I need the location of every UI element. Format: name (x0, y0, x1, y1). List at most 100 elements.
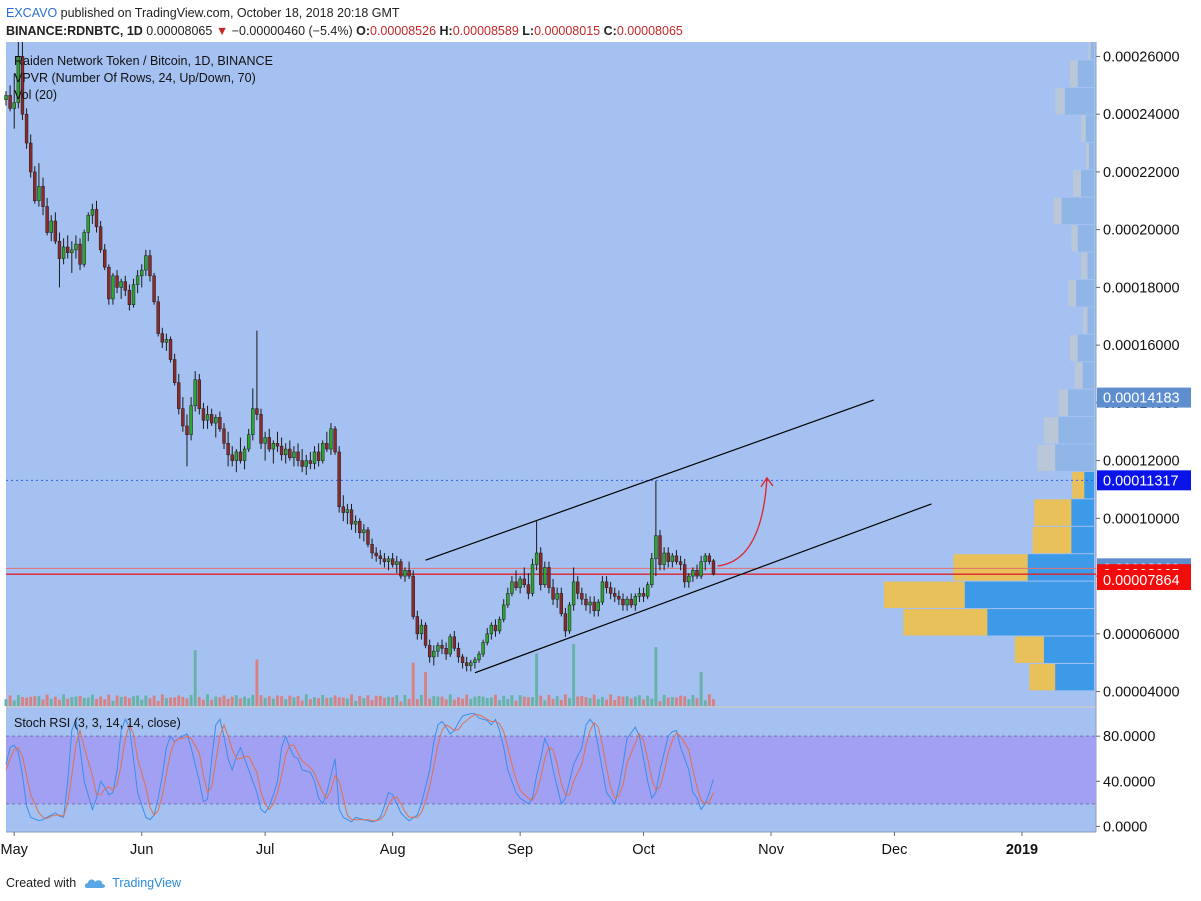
volume-bar (255, 659, 259, 706)
candle-body (448, 636, 452, 655)
candle-body (57, 240, 62, 259)
candle-body (506, 593, 510, 606)
volume-bar (642, 699, 645, 706)
candle-body (481, 642, 485, 655)
candle-body (580, 593, 584, 600)
published-line: EXCAVO published on TradingView.com, Oct… (6, 4, 683, 22)
candle-body (645, 584, 650, 597)
candle-body (222, 428, 226, 444)
candle-body (633, 596, 638, 606)
vpvr-row-up (1037, 444, 1056, 471)
volume-bar (576, 696, 580, 706)
candle-body (703, 555, 707, 562)
volume-bar (633, 696, 637, 706)
candle-body (522, 578, 526, 585)
volume-bar (366, 695, 370, 706)
volume-bar (448, 694, 452, 706)
candle-body (103, 249, 107, 268)
vpvr-row-up (1085, 142, 1090, 170)
volume-bar (424, 671, 427, 706)
candle-body (127, 290, 132, 305)
volume-bar (123, 696, 127, 706)
volume-bar (140, 699, 144, 706)
vpvr-row-down (1076, 279, 1094, 307)
candle-body (534, 552, 539, 565)
price-tick-label: 0.00018000 (1103, 280, 1180, 296)
volume-bar (461, 698, 465, 706)
volume-bar (173, 697, 177, 706)
drawings[interactable] (425, 399, 932, 674)
volume-bar (600, 696, 604, 706)
candle-body (687, 575, 691, 583)
volume-bar (78, 695, 82, 706)
tradingview-cloud-icon (85, 879, 106, 888)
tradingview-link[interactable]: TradingView (112, 876, 181, 890)
price-chart[interactable]: 0.000040000.000060000.000080000.00010000… (0, 42, 1201, 866)
vpvr-row-down (1085, 115, 1094, 142)
candle-body (349, 509, 354, 525)
volume-bar (189, 694, 193, 706)
candle-body (530, 564, 535, 594)
candle-body (427, 645, 432, 658)
time-tick-label: Aug (380, 842, 406, 858)
time-tick-label: 2019 (1006, 842, 1038, 858)
legend-vpvr: VPVR (Number Of Rows, 24, Up/Down, 70) (14, 71, 256, 85)
vpvr-row-down (1084, 471, 1094, 499)
price-axis[interactable]: 0.000040000.000060000.000080000.00010000… (1096, 49, 1180, 701)
volume-bar (333, 695, 337, 706)
author-name[interactable]: EXCAVO (6, 6, 58, 20)
time-tick-label: May (1, 842, 29, 858)
candle-body (547, 567, 551, 588)
footer: Created with TradingView (6, 876, 181, 890)
candle-body (275, 443, 280, 447)
volume-bar (457, 697, 460, 706)
legend-vol: Vol (20) (14, 88, 57, 102)
low-label: L: (522, 24, 535, 38)
candle-body (70, 249, 74, 253)
volume-bar (514, 700, 518, 706)
candle-body (711, 560, 716, 575)
legend-title: Raiden Network Token / Bitcoin, 1D, BINA… (14, 54, 273, 68)
volume-bar (588, 698, 592, 706)
published-text: published on TradingView.com, October 18… (60, 6, 400, 20)
candle-body (333, 428, 337, 453)
candle-body (460, 656, 465, 663)
candle-body (78, 243, 82, 265)
symbol-line: BINANCE:RDNBTC, 1D (6, 24, 143, 38)
candle-body (123, 281, 127, 291)
volume-bar (526, 697, 530, 706)
price-label-text: 0.00011317 (1103, 473, 1179, 489)
candle-body (411, 575, 415, 617)
volume-bar (152, 695, 156, 706)
volume-bar (193, 650, 197, 706)
volume-bar (617, 696, 621, 706)
volume-bar (16, 694, 20, 706)
candle-body (66, 246, 70, 253)
vpvr-row-up (1073, 170, 1082, 197)
volume-bar (506, 698, 510, 706)
candle-body (526, 584, 531, 594)
volume-bar (210, 699, 214, 706)
volume-bar (350, 694, 353, 706)
volume-bar (382, 697, 386, 706)
time-tick-label: Sep (507, 842, 533, 858)
volume-bar (411, 662, 415, 706)
vpvr-row-down (1071, 499, 1094, 526)
candle-body (111, 275, 115, 300)
candles (4, 42, 716, 672)
volume-bar (288, 695, 292, 706)
vpvr-row-up (1069, 60, 1078, 87)
vpvr-row-down (1077, 334, 1094, 362)
volume-bar (695, 698, 699, 706)
volume-bar (53, 696, 57, 706)
candle-body (432, 650, 436, 658)
time-tick-label: Oct (632, 842, 655, 858)
volume-bar (646, 695, 650, 706)
time-axis[interactable]: May Jun Jul Aug Sep Oct Nov Dec 2019 (1, 832, 1039, 858)
volume-bar (436, 696, 440, 706)
candle-body (45, 206, 49, 233)
volume-bar (197, 697, 201, 706)
candle-body (415, 616, 420, 635)
volume-bar (243, 696, 247, 706)
volume-bar (683, 696, 687, 706)
